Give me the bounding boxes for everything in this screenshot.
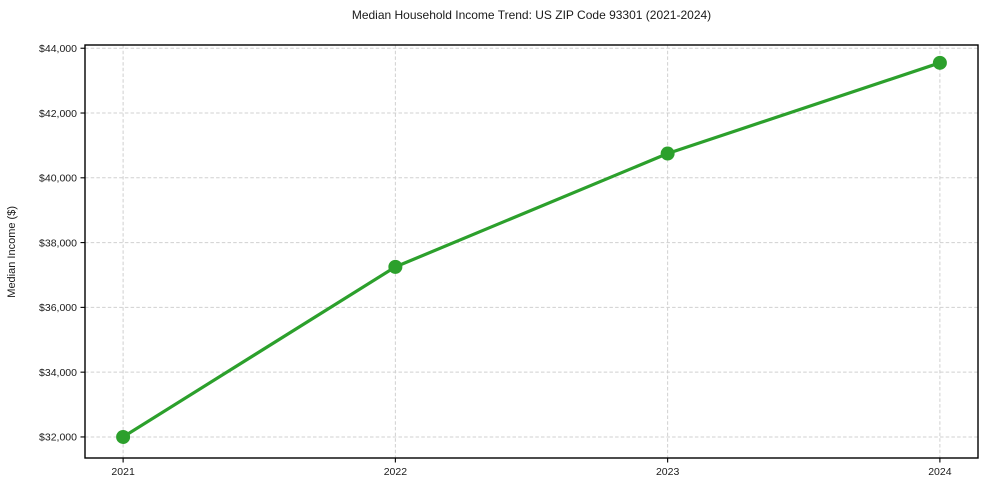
y-tick-label: $40,000 [39, 173, 77, 185]
x-tick-label: 2023 [656, 466, 680, 478]
y-tick-label: $38,000 [39, 237, 77, 249]
plot-border [84, 44, 979, 459]
data-point-marker [388, 259, 403, 274]
y-tick-label: $34,000 [39, 367, 77, 379]
y-tick-label: $36,000 [39, 302, 77, 314]
income-trend-line [121, 61, 942, 439]
x-tick-label: 2021 [111, 466, 135, 478]
data-point-marker [660, 146, 675, 161]
data-point-marker [116, 429, 131, 444]
y-axis-title-text: Median Income ($) [6, 205, 18, 298]
x-tick-label: 2022 [384, 466, 408, 478]
x-tick-label: 2024 [928, 466, 952, 478]
y-axis-title: Median Income ($) [6, 45, 18, 458]
data-point-marker [932, 55, 947, 70]
y-tick-label: $32,000 [39, 432, 77, 444]
y-tick-label: $44,000 [39, 43, 77, 55]
y-tick-label: $42,000 [39, 108, 77, 120]
chart-title: Median Household Income Trend: US ZIP Co… [351, 8, 712, 22]
